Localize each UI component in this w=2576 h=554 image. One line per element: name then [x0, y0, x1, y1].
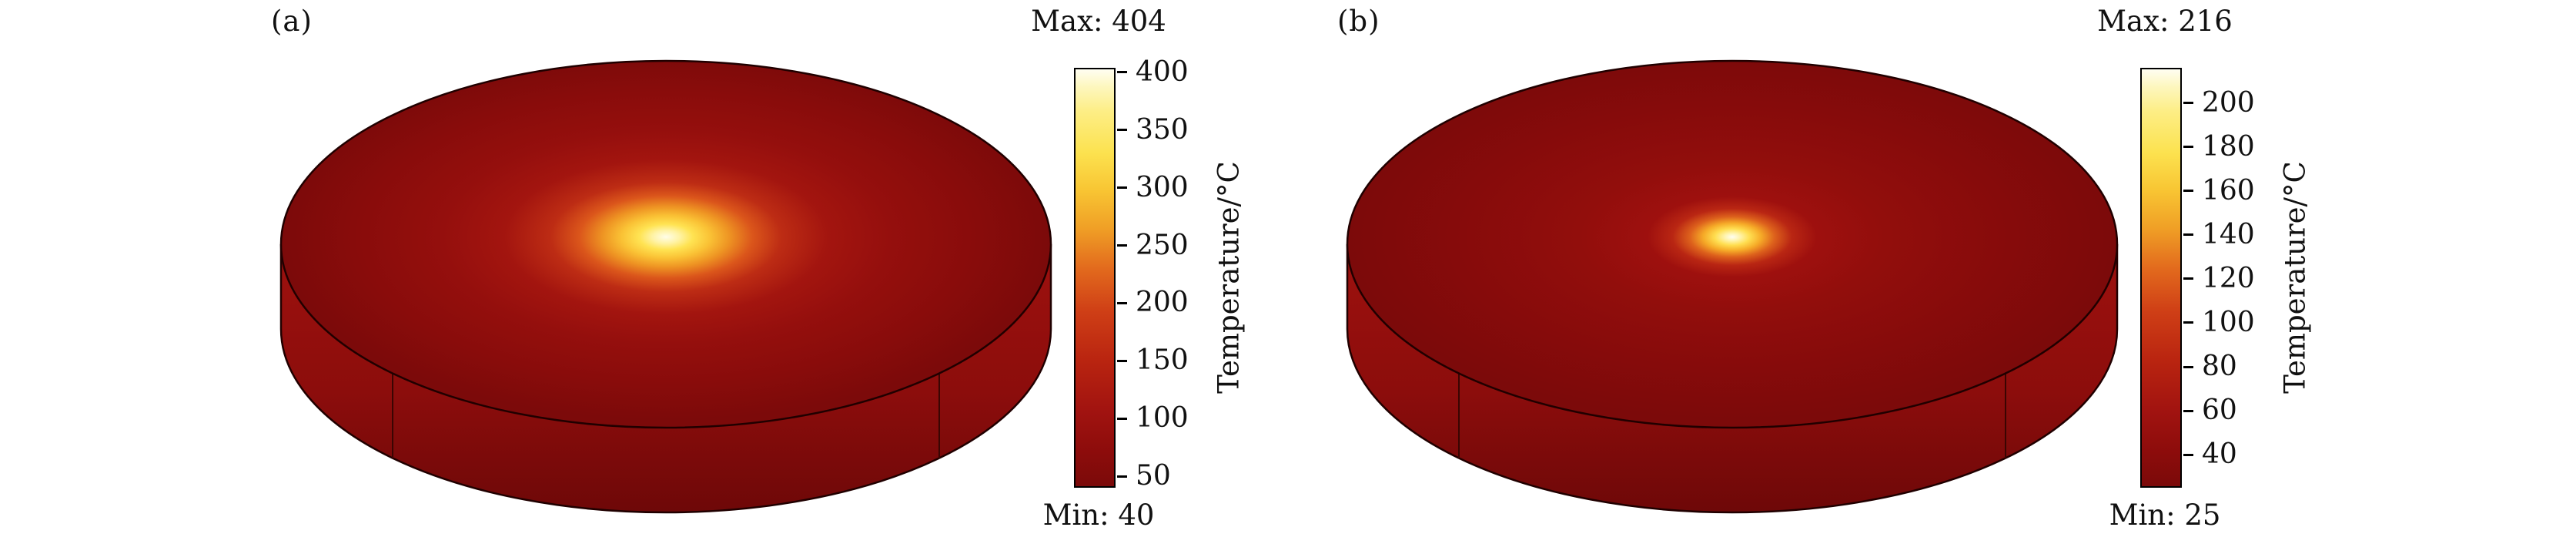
colorbar-tick: 50 — [1117, 462, 1171, 490]
colorbar-tick: 120 — [2183, 262, 2255, 294]
colorbar-tick: 40 — [2183, 441, 2237, 468]
colorbar-tick: 100 — [1117, 405, 1189, 432]
colorbar-tick: 250 — [1117, 229, 1189, 261]
max-value-label: Max: 404 — [1031, 5, 1166, 38]
tick-mark — [2183, 102, 2193, 105]
tick-label: 300 — [1136, 171, 1189, 203]
disk-3d-plot — [279, 59, 1052, 514]
tick-label: 250 — [1136, 229, 1189, 261]
colorbar-tick: 200 — [1117, 289, 1189, 317]
tick-mark — [1117, 71, 1127, 74]
colorbar-tick: 100 — [2183, 306, 2255, 338]
colorbar-ticks: 200 180 160 140 120 100 80 60 40 — [2183, 68, 2291, 488]
disk-top-face — [279, 59, 1052, 429]
tick-mark — [1117, 244, 1127, 247]
tick-mark — [2183, 190, 2193, 193]
tick-mark — [2183, 277, 2193, 280]
colorbar — [2140, 68, 2182, 488]
tick-label: 180 — [2202, 130, 2255, 163]
tick-label: 140 — [2202, 218, 2255, 250]
tick-label: 400 — [1136, 55, 1189, 88]
disk-3d-plot — [1346, 59, 2119, 514]
tick-label: 50 — [1136, 460, 1171, 492]
tick-mark — [2183, 409, 2193, 412]
tick-mark — [1117, 417, 1127, 420]
colorbar-tick: 180 — [2183, 133, 2255, 161]
tick-label: 200 — [2202, 86, 2255, 119]
tick-mark — [2183, 453, 2193, 456]
tick-mark — [2183, 233, 2193, 237]
colorbar-ticks: 400 350 300 250 200 150 100 50 — [1117, 58, 1225, 490]
tick-label: 60 — [2202, 395, 2237, 427]
colorbar-tick: 300 — [1117, 171, 1189, 203]
tick-label: 200 — [1136, 287, 1189, 319]
tick-mark — [1117, 359, 1127, 362]
panel-a: (a) — [271, 5, 1246, 532]
tick-mark — [2183, 146, 2193, 149]
tick-label: 100 — [2202, 306, 2255, 338]
disk-top-face — [1346, 59, 2119, 429]
tick-mark — [1117, 186, 1127, 190]
colorbar-tick: 350 — [1117, 116, 1189, 144]
max-value-label: Max: 216 — [2097, 5, 2233, 38]
tick-label: 350 — [1136, 113, 1189, 146]
tick-label: 150 — [1136, 344, 1189, 377]
tick-label: 160 — [2202, 174, 2255, 206]
tick-label: 100 — [1136, 402, 1189, 435]
colorbar-tick: 150 — [1117, 347, 1189, 374]
colorbar-tick: 60 — [2183, 397, 2237, 425]
colorbar-tick: 140 — [2183, 218, 2255, 250]
colorbar-tick: 160 — [2183, 174, 2255, 206]
colorbar-tick: 80 — [2183, 353, 2237, 381]
panel-b: (b) — [1066, 0, 2375, 554]
tick-label: 120 — [2202, 262, 2255, 294]
tick-mark — [1117, 301, 1127, 304]
tick-mark — [2183, 365, 2193, 368]
min-value-label: Min: 40 — [1042, 499, 1155, 532]
panel-label: (a) — [271, 5, 313, 38]
panel-label: (b) — [1337, 5, 1380, 38]
min-value-label: Min: 25 — [2109, 499, 2221, 532]
colorbar — [1074, 68, 1116, 488]
colorbar-tick: 400 — [1117, 55, 1189, 88]
tick-mark — [2183, 321, 2193, 324]
colorbar-tick: 200 — [2183, 89, 2255, 117]
tick-label: 80 — [2202, 351, 2237, 383]
tick-label: 40 — [2202, 438, 2237, 471]
tick-mark — [1117, 129, 1127, 132]
colorbar-title: Temperature/°C — [2278, 161, 2312, 394]
tick-mark — [1117, 475, 1127, 478]
